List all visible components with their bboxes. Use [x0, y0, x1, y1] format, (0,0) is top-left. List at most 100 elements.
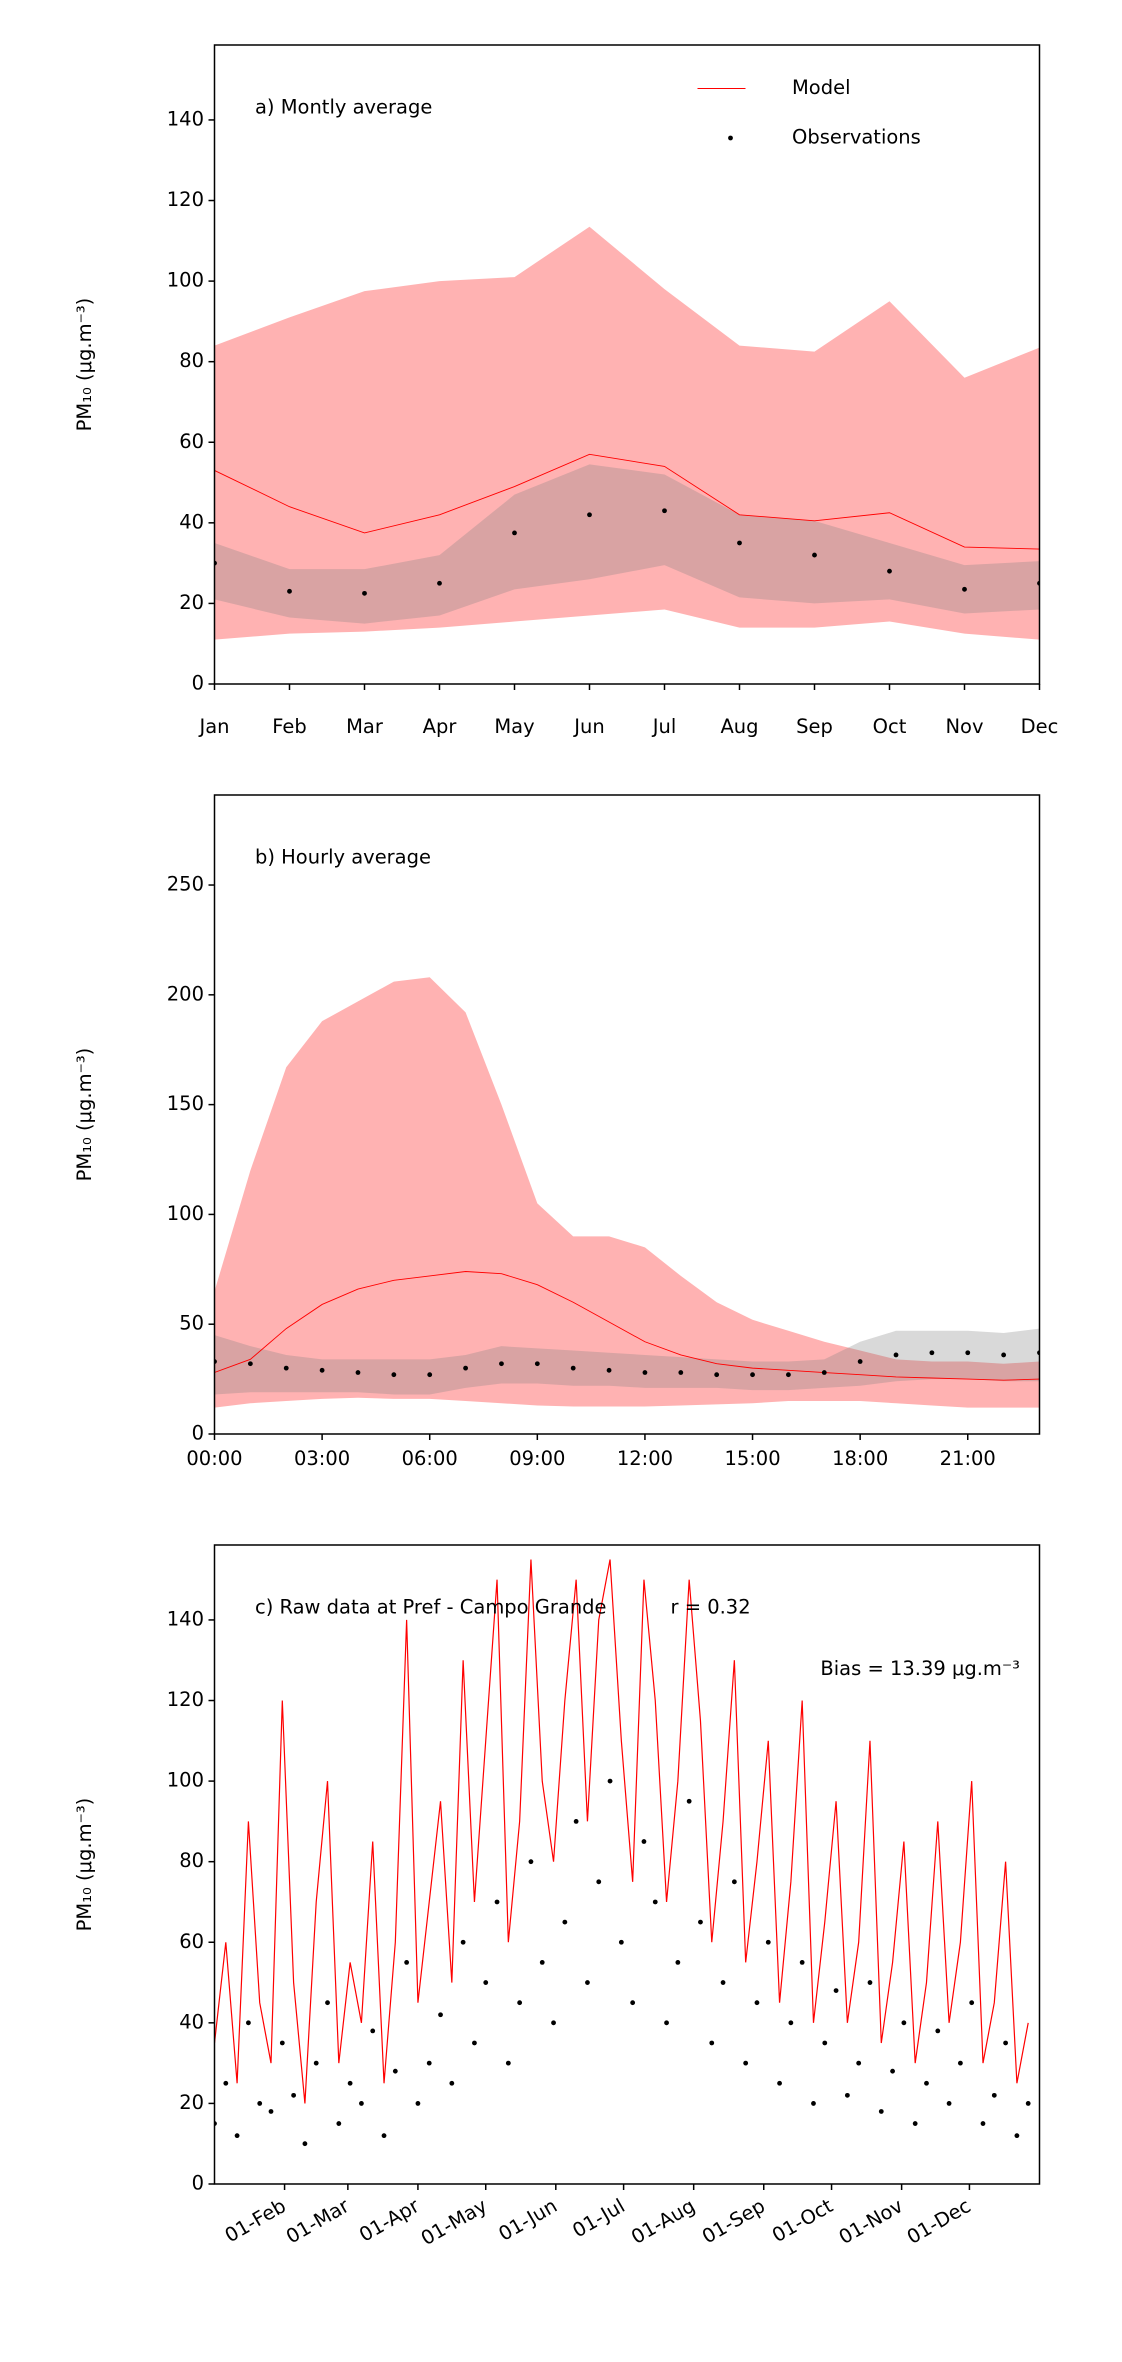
observation-dot [313, 2060, 319, 2066]
y-tick-label: 150 [167, 1092, 204, 1115]
observation-dot [856, 2060, 862, 2066]
x-tick-label: 12:00 [617, 1447, 673, 1470]
observation-dot [336, 2121, 342, 2126]
observation-dot [980, 2121, 986, 2126]
observation-dot [472, 2040, 477, 2046]
legend-label: Model [792, 76, 851, 99]
y-tick-label: 100 [167, 1769, 204, 1792]
observation-dot [962, 586, 967, 592]
observation-dot [596, 1879, 602, 1885]
observation-dot [630, 2000, 636, 2006]
observation-dot [720, 1980, 726, 1985]
observation-dot [302, 2141, 308, 2147]
observation-dot [1001, 1352, 1007, 1358]
panel-title: a) Montly average [255, 95, 432, 118]
x-tick-label: 00:00 [186, 1447, 242, 1470]
observation-dot [890, 2068, 895, 2074]
x-tick-label: 18:00 [832, 1447, 888, 1470]
observation-dot [505, 2060, 511, 2066]
observation-dot [539, 1960, 545, 1965]
observation-dot [585, 1980, 590, 1985]
y-tick-label: 50 [179, 1312, 204, 1335]
plot-area [214, 1559, 1031, 2147]
observation-dot [528, 1859, 534, 1865]
y-tick-label: 120 [167, 1688, 204, 1711]
observation-dot [573, 1818, 579, 1824]
observation-dot [562, 1919, 568, 1925]
x-tick-label: 01-Oct [768, 2194, 837, 2247]
observation-dot [234, 2133, 240, 2139]
x-tick-label: Jul [651, 715, 677, 738]
observation-dot [391, 1372, 397, 1378]
observation-dot [777, 2080, 782, 2086]
x-tick-label: 01-Feb [221, 2194, 290, 2247]
observation-dot [534, 1361, 540, 1367]
y-tick-label: 140 [167, 107, 204, 130]
x-tick-label: 03:00 [294, 1447, 350, 1470]
observation-dot [664, 2020, 669, 2026]
observation-dot [426, 2060, 432, 2066]
observation-dot [662, 508, 667, 514]
observation-dot [642, 1370, 648, 1375]
observation-dot [957, 2060, 963, 2066]
observation-dot [247, 1361, 253, 1367]
observation-dot [786, 1372, 791, 1378]
x-tick-label: Jun [572, 715, 604, 738]
y-tick-label: 100 [167, 269, 204, 292]
band [214, 1328, 1040, 1395]
y-axis-label: PM₁₀ (μg.m⁻³) [73, 1048, 96, 1182]
observation-dot [223, 2080, 229, 2086]
observation-dot [570, 1365, 576, 1371]
observation-dot [991, 2092, 997, 2098]
observation-dot [257, 2101, 263, 2106]
observation-dot [427, 1372, 433, 1378]
annotation: r = 0.32 [670, 1595, 750, 1618]
observation-dot [370, 2028, 376, 2034]
panel: 0 50 100 150 200 250 00:00 03:00 06:00 09:00 12:00… [73, 794, 1041, 1470]
x-tick-label: 09:00 [509, 1447, 565, 1470]
observation-dot [698, 1919, 703, 1925]
x-tick-label: 01-May [417, 2194, 491, 2250]
observation-dot [291, 2092, 297, 2098]
x-tick-label: Jan [197, 715, 229, 738]
observation-dot [268, 2109, 274, 2114]
observation-dot [641, 1839, 647, 1844]
x-tick-label: Dec [1021, 715, 1059, 738]
observation-dot [765, 1939, 771, 1945]
observation-dot [833, 1988, 839, 1994]
observation-dot [483, 1980, 489, 1985]
y-tick-label: 80 [179, 1849, 204, 1872]
observation-dot [607, 1778, 613, 1784]
y-tick-label: 140 [167, 1607, 204, 1630]
y-tick-label: 20 [179, 591, 204, 614]
observation-dot [652, 1899, 658, 1905]
observation-dot [283, 1365, 289, 1371]
observation-dot [686, 1798, 692, 1804]
plot-area [214, 977, 1040, 1408]
x-tick-label: 01-Dec [903, 2194, 975, 2249]
series-line [214, 1559, 1029, 2104]
observation-dot [463, 1365, 468, 1371]
axes-frame [213, 794, 1041, 1435]
panel-title: b) Hourly average [255, 845, 431, 868]
observation-dot [822, 2040, 828, 2046]
observation-dot [737, 540, 742, 546]
y-tick-label: 60 [179, 430, 204, 453]
y-tick-label: 60 [179, 1930, 204, 1953]
x-tick-label: 01-Aug [627, 2194, 699, 2249]
observation-dot [381, 2133, 387, 2139]
observation-dot [1003, 2040, 1008, 2046]
y-tick-label: 200 [167, 982, 204, 1005]
observation-dot [449, 2080, 455, 2086]
y-tick-label: 80 [179, 349, 204, 372]
observation-dot [867, 1980, 873, 1985]
observation-dot [437, 580, 442, 586]
observation-dot [901, 2020, 907, 2026]
observation-dot [347, 2080, 353, 2086]
x-tick-label: 01-Mar [282, 2194, 354, 2249]
observation-dot [935, 2028, 941, 2034]
y-tick-label: 0 [192, 671, 204, 694]
y-tick-label: 0 [192, 2171, 204, 2194]
